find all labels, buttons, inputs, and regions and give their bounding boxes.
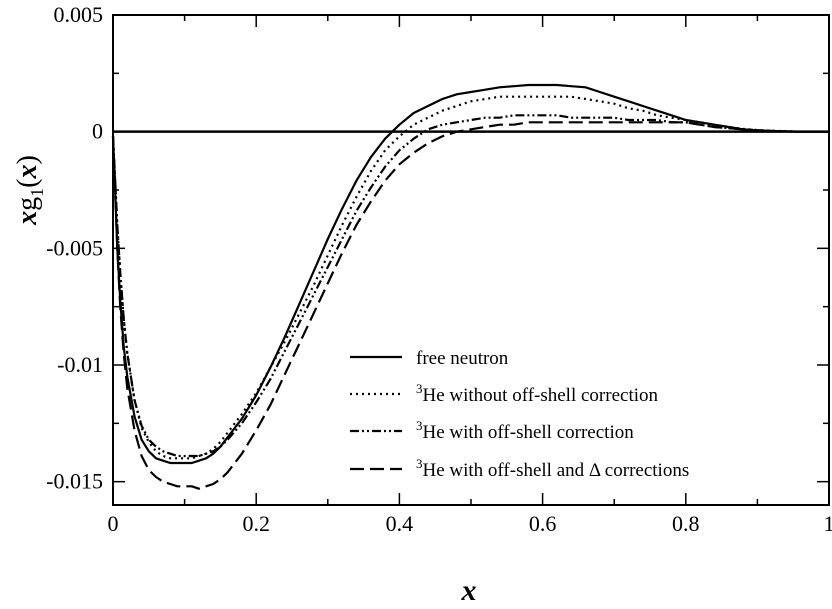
legend-label-superscript: 3 <box>416 456 423 471</box>
series-line-3 <box>111 114 829 458</box>
y-tick-label: -0.01 <box>57 352 103 377</box>
legend-label-3: 3He with off-shell correction <box>416 418 634 443</box>
series-layer <box>111 83 829 490</box>
x-axis: 0 0.2 0.4 0.6 0.8 1 <box>108 15 832 536</box>
series-line-2 <box>111 95 829 460</box>
legend-label-2: 3He without off-shell correction <box>416 381 658 406</box>
y-axis-label-close: ) <box>12 155 43 164</box>
y-axis-label-subscript: 1 <box>27 188 47 197</box>
legend-label-main: He with off-shell correction <box>423 422 635 443</box>
svg-text:xg1(x): xg1(x) <box>12 155 47 226</box>
y-axis-label-arg: x <box>12 165 43 180</box>
y-axis: 0.005 0 -0.005 -0.01 -0.015 <box>46 2 829 494</box>
legend-label-superscript: 3 <box>416 381 423 396</box>
x-tick-label: 0.2 <box>242 511 270 536</box>
x-tick-label: 0.6 <box>529 511 557 536</box>
y-tick-label: 0 <box>92 119 103 144</box>
y-axis-label: xg1(x) <box>12 155 47 226</box>
series-line-4 <box>111 121 829 490</box>
legend-label-main: He without off-shell correction <box>423 385 659 406</box>
y-tick-label: -0.015 <box>46 469 103 494</box>
series-line-1 <box>111 83 829 465</box>
y-axis-label-symbol: g <box>12 197 43 211</box>
y-axis-label-open: ( <box>12 179 43 188</box>
x-tick-label: 0.4 <box>386 511 414 536</box>
x-axis-label: x <box>461 574 477 607</box>
x-tick-label: 1 <box>824 511 832 536</box>
y-tick-label: 0.005 <box>54 2 104 27</box>
x-tick-label: 0.8 <box>672 511 700 536</box>
legend-label-4: 3He with off-shell and Δ corrections <box>416 456 689 481</box>
legend-label-superscript: 3 <box>416 418 423 433</box>
legend-label-1: free neutron <box>416 348 509 369</box>
y-axis-label-main: x <box>12 211 43 226</box>
x-tick-label: 0 <box>108 511 119 536</box>
legend-label-main: He with off-shell and Δ corrections <box>423 460 690 481</box>
y-tick-label: -0.005 <box>46 235 103 260</box>
